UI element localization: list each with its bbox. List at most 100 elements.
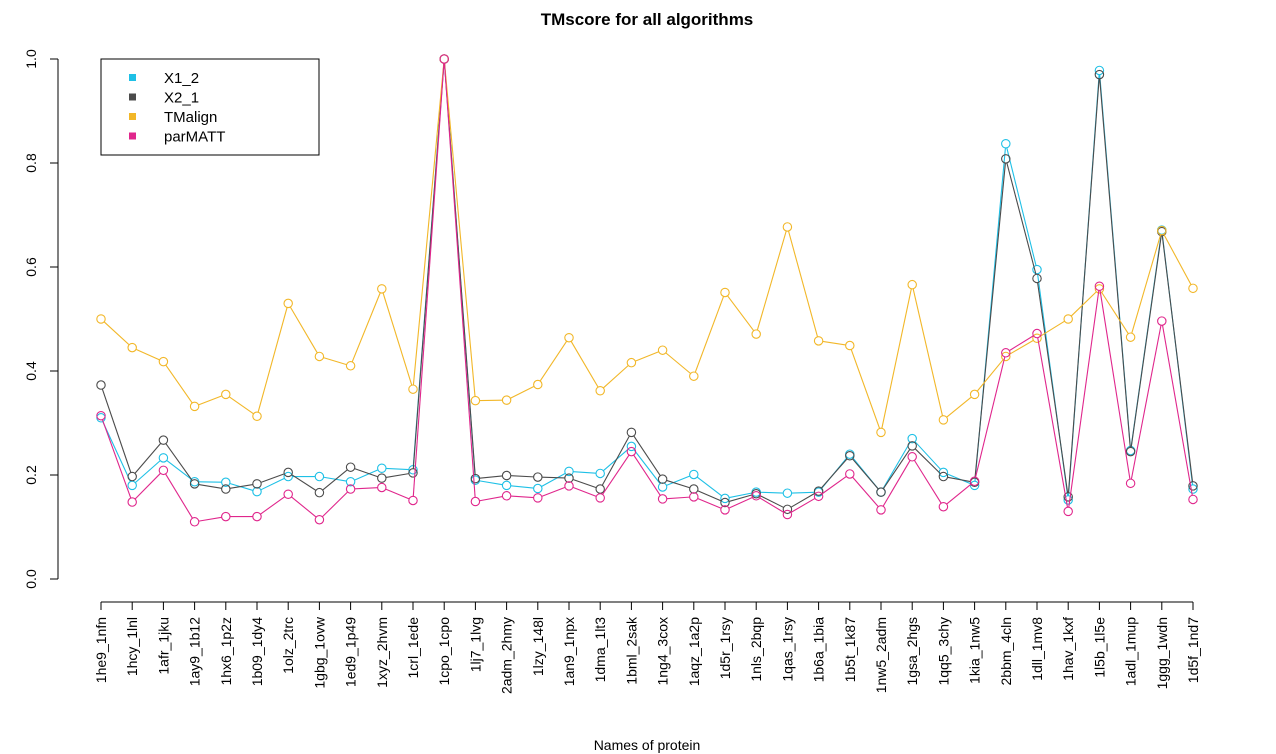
data-point <box>969 476 980 486</box>
series-line-segment <box>412 63 445 386</box>
data-point <box>689 492 699 502</box>
data-point <box>1001 139 1011 149</box>
data-point <box>813 486 824 496</box>
series-line-segment <box>1006 147 1037 266</box>
x-tick-label: 1afr_1jku <box>155 617 171 675</box>
data-point <box>595 468 605 479</box>
series-line-segment <box>134 460 161 484</box>
data-point <box>127 471 137 482</box>
x-tick-label: 1crl_1ede <box>405 617 421 679</box>
data-point <box>1125 446 1136 457</box>
series-line-segment <box>976 359 1004 392</box>
series-line-segment <box>946 396 972 418</box>
series-line-segment <box>852 458 879 490</box>
data-point <box>845 469 855 479</box>
series-line-segment <box>912 288 943 416</box>
data-point <box>1157 225 1167 236</box>
data-point <box>1001 348 1011 358</box>
series-line-segment <box>696 476 723 497</box>
series-line-segment <box>260 477 285 491</box>
series-line-segment <box>756 230 787 331</box>
x-tick-label: 1l5b_1l5e <box>1091 617 1107 678</box>
series-line-segment <box>760 491 784 494</box>
data-point <box>907 433 917 444</box>
series-line-segment <box>323 476 347 482</box>
series-line-segment <box>1130 325 1162 480</box>
data-point <box>158 465 169 476</box>
series-line-segment <box>666 496 690 500</box>
series-line-segment <box>759 497 785 513</box>
series-line-segment <box>260 496 286 515</box>
data-point <box>595 386 605 396</box>
series-line-segment <box>291 496 317 518</box>
series-line-segment <box>382 292 413 386</box>
series-line-segment <box>635 351 659 362</box>
data-point <box>377 482 387 493</box>
data-point <box>408 384 418 394</box>
data-point <box>345 484 356 494</box>
data-point <box>96 413 106 423</box>
series-line-segment <box>510 385 535 399</box>
data-point <box>689 371 699 381</box>
series-line-segment <box>103 321 130 346</box>
data-point <box>408 495 418 506</box>
data-point <box>626 441 637 452</box>
series-line-segment <box>479 475 503 479</box>
data-point <box>1063 495 1073 505</box>
data-point <box>782 504 793 515</box>
data-point <box>876 505 886 515</box>
series-line-segment <box>665 352 691 374</box>
series-line-segment <box>787 230 819 337</box>
series-line-segment <box>697 497 722 509</box>
data-point <box>252 411 262 421</box>
series-line-segment <box>790 497 816 513</box>
series-line-segment <box>694 296 725 373</box>
data-point <box>564 473 574 483</box>
data-point <box>189 479 200 489</box>
series-line-segment <box>1131 234 1162 334</box>
series-line-segment <box>633 435 661 476</box>
series-line-segment <box>354 469 379 481</box>
data-point <box>252 511 262 522</box>
data-point <box>751 329 761 339</box>
series-line-segment <box>541 476 565 479</box>
series-line-segment <box>165 443 193 481</box>
data-point <box>657 345 668 355</box>
x-tick-label: 1ay9_1b12 <box>187 617 203 687</box>
data-point <box>408 468 418 478</box>
data-point <box>533 483 543 494</box>
data-point <box>595 484 605 494</box>
data-point <box>221 484 231 494</box>
data-point <box>1094 281 1105 291</box>
data-point <box>720 497 730 508</box>
data-point <box>1063 506 1073 517</box>
x-tick-label: 1b6a_1bia <box>811 617 827 683</box>
series-line-segment <box>1130 235 1162 448</box>
data-point <box>876 427 886 438</box>
series-line-segment <box>633 449 661 484</box>
series-line-segment <box>165 473 193 519</box>
legend: X1_2 X2_1 TMalign parMATT <box>100 58 320 156</box>
y-tick-label: 0.6 <box>23 257 39 277</box>
series-line-segment <box>1101 292 1129 334</box>
y-tick-label: 1.0 <box>23 49 39 69</box>
data-point <box>595 493 605 503</box>
data-point <box>1094 65 1105 76</box>
data-point <box>564 466 574 477</box>
x-tick-label: 1lj7_1lvg <box>467 617 483 672</box>
data-point <box>1188 484 1198 494</box>
data-point <box>314 471 325 482</box>
data-point <box>938 415 949 425</box>
data-point <box>720 287 730 298</box>
legend-box <box>100 58 320 156</box>
data-point <box>1032 273 1042 284</box>
data-point <box>158 356 169 367</box>
series-parMATT <box>96 54 1198 527</box>
series-line-segment <box>166 459 192 480</box>
data-point <box>533 472 543 482</box>
chart-title: TMscore for all algorithms <box>541 10 754 29</box>
data-point <box>96 314 106 324</box>
x-tick-label: 1cpo_1cpo <box>436 617 452 686</box>
series-line-segment <box>633 454 661 496</box>
series-line-segment <box>228 396 254 415</box>
